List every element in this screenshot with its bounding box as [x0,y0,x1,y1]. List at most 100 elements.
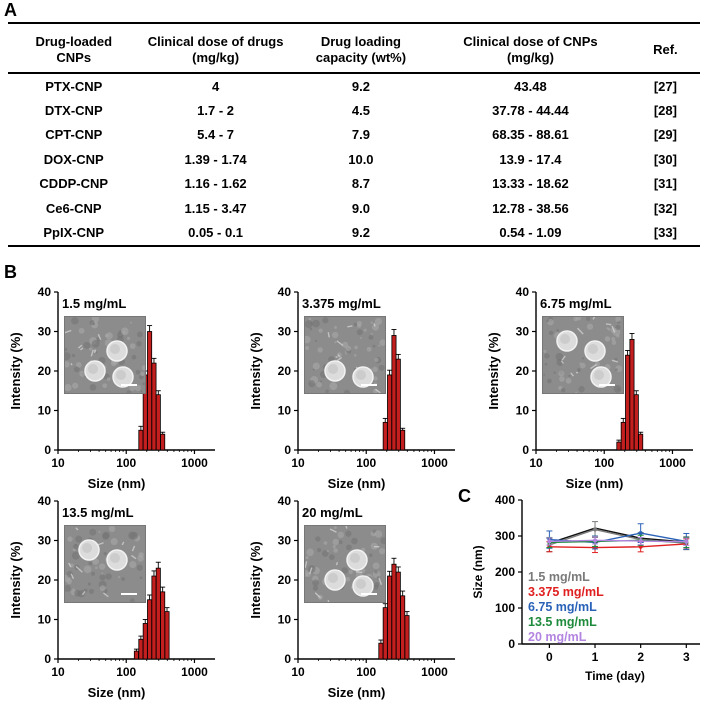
tem-texture-dot [129,561,136,568]
tem-texture-dot [121,327,129,335]
tem-texture-dot [373,562,380,569]
y-tick-label: 40 [278,285,292,299]
y-tick-label: 10 [278,613,292,627]
x-tick-label: 3 [683,650,690,664]
tem-texture-dot [72,354,75,357]
tem-texture-dot [98,531,100,533]
tem-micrograph [305,317,385,393]
table-cell: CDDP-CNP [8,172,139,196]
concentration-label: 1.5 mg/mL [62,296,126,311]
x-tick-label: 1000 [659,456,686,470]
tem-texture-dot [354,354,357,357]
table-cell: CPT-CNP [8,123,139,147]
tem-texture-dot [306,556,309,559]
y-tick-label: 20 [516,364,530,378]
tem-texture-dot [372,367,377,372]
tem-texture-dot [88,561,92,565]
y-tick-label: 20 [278,573,292,587]
y-tick-label: 20 [278,364,292,378]
tem-texture-dot [553,372,555,374]
tem-texture-dot [566,378,572,384]
tem-texture-dot [137,564,143,570]
tem-particle-core [350,553,360,563]
tem-texture-dot [329,554,335,560]
table-cell: 9.2 [292,73,430,98]
table-cell: PTX-CNP [8,73,139,98]
x-tick-label: 100 [594,456,614,470]
tem-texture-dot [312,580,319,587]
tem-fiber [336,357,338,358]
table-cell: 1.39 - 1.74 [139,147,291,171]
y-tick-label: 0 [508,637,515,651]
tem-particle-core [110,344,120,354]
tem-texture-dot [332,332,338,338]
tem-image [64,525,146,603]
x-tick-label: 10 [291,456,305,470]
tem-texture-dot [320,380,322,382]
tem-texture-dot [346,545,352,551]
tem-texture-dot [332,539,339,546]
tem-texture-dot [346,346,352,352]
y-tick-label: 30 [38,534,52,548]
tem-fiber [94,350,95,353]
tem-texture-dot [547,379,552,384]
y-axis-title: Intensity (%) [8,332,23,409]
legend-item-20-mg-ml: 20 mg/mL [528,630,586,644]
tem-texture-dot [89,348,92,351]
tem-texture-dot [351,538,358,545]
tem-texture-dot [73,544,79,550]
tem-texture-dot [84,565,92,573]
y-tick-label: 300 [495,529,515,543]
histogram-bar [156,568,160,659]
legend-item-3-375-mg-ml: 3.375 mg/mL [528,585,604,599]
tem-texture-dot [334,326,337,329]
data-point [684,540,688,544]
tem-texture-dot [315,536,320,541]
tem-texture-dot [367,347,372,352]
table-cell: 9.2 [292,220,430,245]
tem-texture-dot [375,530,382,537]
tem-texture-dot [315,340,317,342]
tem-image [542,316,624,394]
tem-texture-dot [337,532,344,539]
tem-texture-dot [79,328,85,334]
x-axis-title: Size (nm) [88,685,146,700]
tem-texture-dot [544,353,549,358]
y-tick-label: 0 [522,443,529,457]
data-point [547,539,551,543]
tem-texture-dot [549,331,554,336]
tem-texture-dot [140,576,143,579]
table-cell: 12.78 - 38.56 [430,196,631,220]
header-clinical-dose-cnps: Clinical dose of CNPs(mg/kg) [430,23,631,73]
tem-texture-dot [615,325,620,330]
tem-texture-dot [313,363,320,370]
tem-fiber [356,572,362,573]
tem-texture-dot [75,536,82,543]
tem-texture-dot [339,540,343,544]
histogram-bar [152,576,156,659]
histogram-bar [396,572,400,659]
y-tick-label: 100 [495,601,515,615]
tem-texture-dot [305,320,313,328]
tem-texture-dot [577,368,581,372]
tem-texture-dot [319,328,323,332]
histogram-bar [379,643,383,659]
table-cell: [29] [631,123,700,147]
y-tick-label: 40 [38,285,52,299]
tem-texture-dot [333,548,338,553]
panel-label-b: B [4,262,17,283]
x-axis-title: Size (nm) [328,476,386,491]
tem-particle-core [110,553,120,563]
tem-texture-dot [558,370,564,376]
y-tick-label: 40 [516,285,530,299]
tem-texture-dot [614,358,617,361]
series-line-3-375-mg-ml [549,544,686,548]
tem-texture-dot [102,383,107,388]
histogram-bar [625,355,629,450]
y-tick-label: 400 [495,493,515,507]
tem-fiber [374,323,375,326]
tem-particle-core [88,364,98,374]
histogram-bar [405,616,409,659]
x-tick-label: 10 [51,665,65,679]
